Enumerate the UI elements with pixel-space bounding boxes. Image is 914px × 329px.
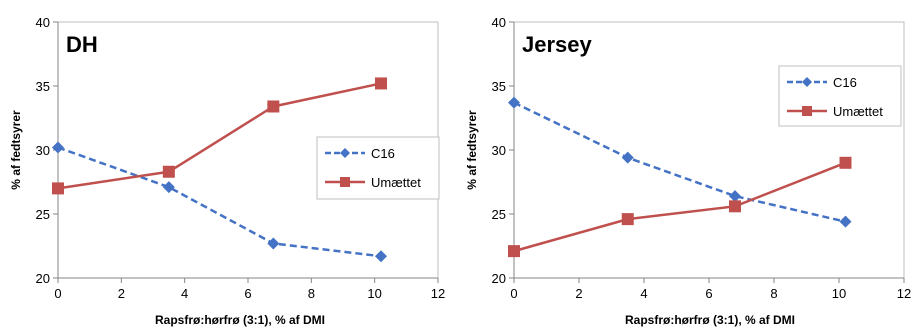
data-point	[375, 250, 387, 263]
data-point	[839, 156, 852, 169]
data-point	[508, 245, 520, 258]
data-point	[508, 96, 520, 109]
legend-entry: C16	[325, 146, 395, 161]
data-point	[621, 151, 634, 164]
y-tick-label: 40	[36, 15, 50, 30]
legend: C16 Umættet	[778, 65, 902, 127]
series-line	[57, 146, 382, 258]
legend-label: Umættet	[833, 104, 883, 119]
y-tick-label: 25	[492, 207, 506, 222]
series-line	[513, 161, 846, 253]
series-c16	[52, 141, 387, 263]
x-tick-label: 10	[367, 286, 381, 301]
x-tick-label: 6	[244, 286, 251, 301]
x-tick-label: 10	[832, 286, 846, 301]
panel-title: DH	[66, 32, 98, 57]
x-tick-label: 4	[181, 286, 188, 301]
y-tick-label: 25	[36, 207, 50, 222]
data-point	[375, 77, 387, 90]
x-tick-label: 12	[897, 286, 911, 301]
x-tick-label: 2	[118, 286, 125, 301]
legend-label: C16	[371, 146, 395, 161]
series-line	[57, 82, 382, 190]
legend: C16 Umættet	[316, 136, 440, 200]
legend-box	[778, 65, 902, 127]
x-tick-label: 4	[640, 286, 647, 301]
data-point	[52, 141, 64, 154]
data-point	[162, 181, 175, 194]
x-tick-label: 2	[575, 286, 582, 301]
y-tick-label: 30	[492, 143, 506, 158]
legend-marker	[340, 148, 350, 158]
legend-entry: C16	[787, 75, 857, 90]
data-point	[621, 213, 634, 226]
y-axis-title: % af fedtsyrer	[465, 110, 479, 190]
legend-label: Umættet	[371, 175, 421, 190]
x-tick-label: 0	[510, 286, 517, 301]
x-tick-label: 0	[54, 286, 61, 301]
x-tick-label: 8	[770, 286, 777, 301]
legend-marker	[802, 77, 812, 87]
data-point	[729, 190, 741, 203]
chart-panel-2: 20 25 30 35 40 0 2 4 6 8 10 12 % af fedtsyrer Rapsfrø…	[465, 15, 911, 327]
y-axis-title: % af fedtsyrer	[9, 110, 23, 190]
plot-frame	[513, 21, 905, 279]
y-tick-label: 30	[36, 143, 50, 158]
series-umættet	[52, 77, 387, 195]
y-tick-label: 20	[492, 271, 506, 286]
legend-marker	[802, 106, 812, 116]
y-tick-label: 20	[36, 271, 50, 286]
x-tick-label: 12	[431, 286, 445, 301]
chart-panel-1: 20 25 30 35 40 0 2 4 6 8 10 12 % af fedtsyrer Rapsfrø…	[9, 15, 445, 327]
legend-marker	[340, 177, 350, 187]
x-axis-title: Rapsfrø:hørfrø (3:1), % af DMI	[155, 313, 325, 327]
panel-title: Jersey	[522, 32, 593, 57]
x-tick-label: 8	[308, 286, 315, 301]
y-tick-label: 40	[492, 15, 506, 30]
series-umættet	[508, 156, 852, 258]
y-tick-label: 35	[492, 79, 506, 94]
legend-entry: Umættet	[787, 104, 883, 119]
legend-entry: Umættet	[325, 175, 421, 190]
data-point	[162, 165, 175, 178]
x-tick-label: 6	[705, 286, 712, 301]
data-point	[52, 182, 64, 195]
data-point	[729, 200, 741, 213]
data-point	[267, 237, 280, 250]
legend-box	[316, 136, 440, 200]
x-axis-title: Rapsfrø:hørfrø (3:1), % af DMI	[625, 313, 795, 327]
data-point	[839, 215, 852, 228]
data-point	[267, 100, 280, 113]
series-c16	[508, 96, 852, 228]
legend-label: C16	[833, 75, 857, 90]
y-tick-label: 35	[36, 79, 50, 94]
